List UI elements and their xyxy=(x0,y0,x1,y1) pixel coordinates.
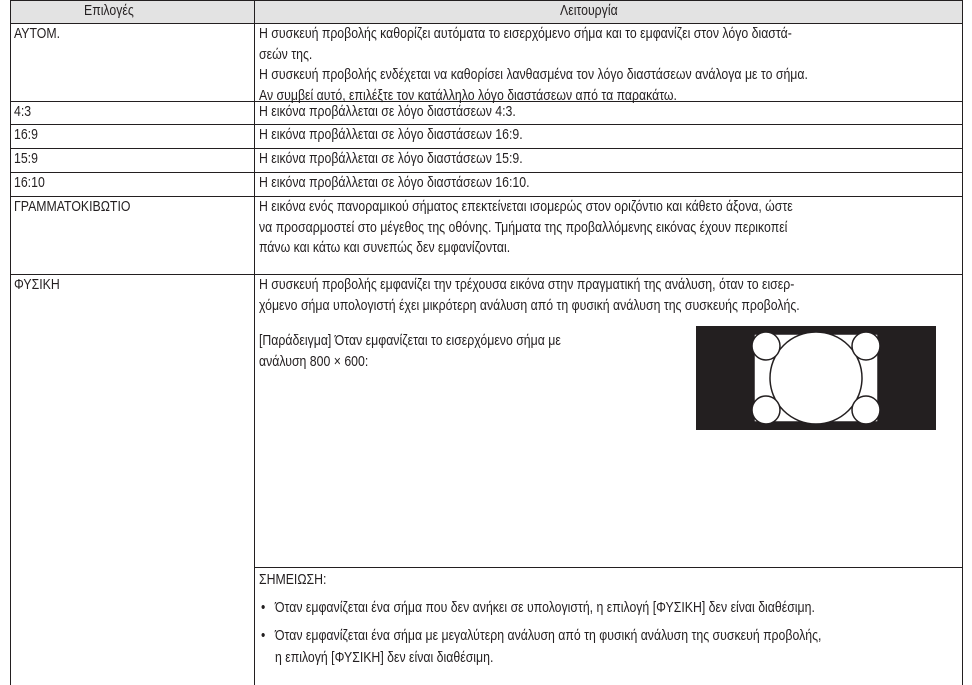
header-cell: Λειτουργία xyxy=(560,2,618,19)
header-bg xyxy=(10,0,962,23)
note-title: ΣΗΜΕΙΩΣΗ: xyxy=(259,571,327,588)
row-border xyxy=(10,124,963,125)
bullet: • xyxy=(261,599,266,616)
example-text: ανάλυση 800 × 600: xyxy=(259,352,369,370)
row-border xyxy=(10,172,963,173)
row-border xyxy=(10,23,963,24)
function-text: Η συσκευή προβολής καθορίζει αυτόματα το… xyxy=(259,25,792,42)
function-text: Η εικόνα προβάλλεται σε λόγο διαστάσεων … xyxy=(259,103,516,120)
option-text: 4:3 xyxy=(14,103,32,120)
function-text: χόμενο σήμα υπολογιστή έχει μικρότερη αν… xyxy=(259,296,800,314)
function-text: πάνω και κάτω και συνεπώς δεν εμφανίζοντ… xyxy=(259,239,511,256)
note-text: Όταν εμφανίζεται ένα σήμα που δεν ανήκει… xyxy=(275,599,815,616)
function-text: Η εικόνα προβάλλεται σε λόγο διαστάσεων … xyxy=(259,126,523,143)
function-text: Η εικόνα προβάλλεται σε λόγο διαστάσεων … xyxy=(259,150,523,167)
option-text: ΓΡΑΜΜΑΤΟΚΙΒΩΤΙΟ xyxy=(14,198,131,215)
function-text: Η εικόνα προβάλλεται σε λόγο διαστάσεων … xyxy=(259,174,530,191)
function-text: σεών της. xyxy=(259,45,313,63)
col-border xyxy=(254,0,255,685)
note-text: η επιλογή [ΦΥΣΙΚΗ] δεν είναι διαθέσιμη. xyxy=(275,649,494,666)
option-text: 16:10 xyxy=(14,174,45,191)
option-text: ΦΥΣΙΚΗ xyxy=(14,276,60,293)
row-border xyxy=(10,274,963,275)
row-border xyxy=(10,196,963,197)
example-text: [Παράδειγμα] Όταν εμφανίζεται το εισερχό… xyxy=(259,332,561,349)
row-border xyxy=(10,0,963,1)
bullet: • xyxy=(261,627,266,644)
function-text: Η εικόνα ενός πανοραμικού σήματος επεκτε… xyxy=(259,198,793,215)
note-text: Όταν εμφανίζεται ένα σήμα με μεγαλύτερη … xyxy=(275,627,822,644)
option-text: 15:9 xyxy=(14,150,38,167)
col-border xyxy=(962,0,963,685)
example-image xyxy=(696,326,936,430)
function-text: να προσαρμοστεί στο μέγεθος της οθόνης. … xyxy=(259,218,788,236)
row-border xyxy=(10,101,963,102)
function-text: Η συσκευή προβολής εμφανίζει την τρέχουσ… xyxy=(259,276,795,293)
option-text: 16:9 xyxy=(14,126,38,143)
option-text: ΑΥΤΟΜ. xyxy=(14,25,61,42)
header-cell: Επιλογές xyxy=(84,2,134,19)
function-text: Η συσκευή προβολής ενδέχεται να καθορίσε… xyxy=(259,66,808,83)
note-border xyxy=(254,567,962,568)
col-border xyxy=(10,0,11,685)
row-border xyxy=(10,148,963,149)
function-text: Αν συμβεί αυτό, επιλέξτε τον κατάλληλο λ… xyxy=(259,86,677,104)
